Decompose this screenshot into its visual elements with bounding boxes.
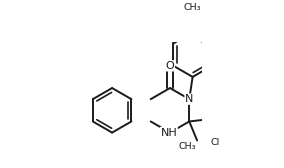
Text: NH: NH: [160, 128, 177, 138]
Text: Cl: Cl: [210, 138, 220, 148]
Text: N: N: [185, 94, 193, 104]
Text: CH₃: CH₃: [179, 142, 197, 151]
Text: O: O: [166, 61, 174, 71]
Text: CH₃: CH₃: [184, 3, 201, 12]
